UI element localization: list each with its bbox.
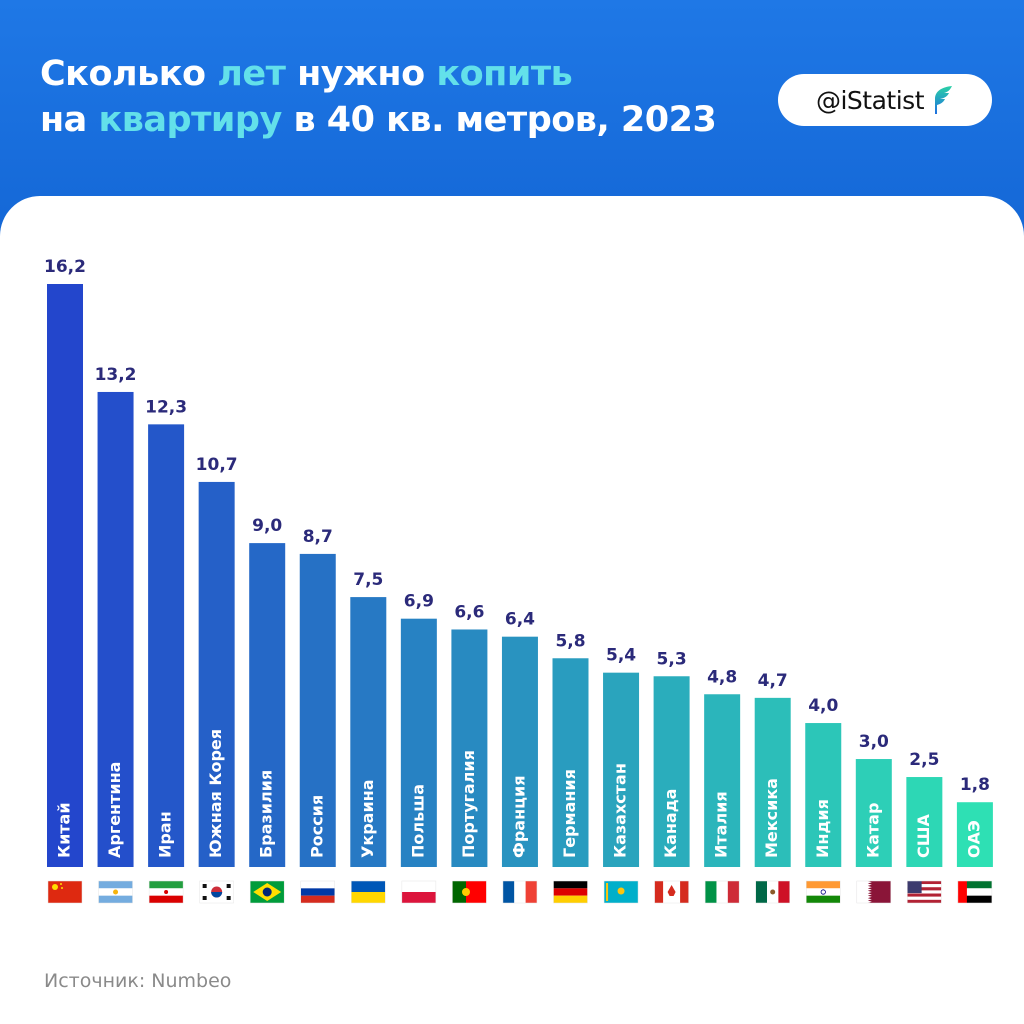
bar — [754, 697, 791, 867]
title-text: Сколько — [40, 54, 218, 94]
value-label: 9,0 — [252, 516, 282, 536]
category-label: Украина — [358, 779, 377, 858]
bar — [653, 676, 690, 867]
brazil-flag-icon — [249, 880, 285, 904]
category-label: Канада — [661, 789, 680, 858]
page-title-line-1: Сколько лет нужно копить — [40, 54, 573, 94]
value-label: 4,7 — [758, 671, 788, 691]
category-label: Иран — [156, 811, 175, 858]
category-label: Катар — [863, 803, 882, 858]
feather-logo-icon — [935, 86, 952, 114]
italy-flag-icon — [704, 880, 740, 904]
bar — [451, 629, 488, 867]
value-label: 4,8 — [707, 667, 737, 687]
bar — [97, 391, 134, 867]
bar — [299, 553, 336, 867]
qatar-flag-icon — [856, 880, 892, 904]
category-label: Бразилия — [257, 770, 276, 858]
value-label: 6,6 — [454, 602, 484, 622]
bar — [805, 723, 842, 867]
title-highlight: лет — [217, 54, 286, 94]
value-label: 4,0 — [808, 696, 838, 716]
value-label: 5,4 — [606, 646, 636, 666]
brand-handle: @iStatist — [815, 85, 925, 115]
ukraine-flag-icon — [351, 880, 386, 904]
germany-flag-icon — [553, 880, 588, 904]
category-label: Россия — [307, 795, 326, 858]
bar — [148, 424, 185, 867]
bar — [906, 777, 943, 867]
value-label: 6,4 — [505, 610, 535, 630]
portugal-flag-icon — [452, 880, 487, 904]
china-flag-icon — [47, 880, 83, 904]
bar — [198, 481, 235, 867]
title-highlight: копить — [436, 54, 573, 94]
bar — [400, 618, 437, 867]
mexico-flag-icon — [755, 880, 790, 904]
canada-flag-icon — [654, 880, 689, 904]
page-title-line-2: на квартиру в 40 кв. метров, 2023 — [40, 100, 717, 140]
category-label: Казахстан — [611, 763, 630, 858]
category-label: Мексика — [762, 778, 781, 858]
value-label: 7,5 — [353, 570, 383, 590]
category-label: Аргентина — [105, 762, 124, 858]
argentina-flag-icon — [98, 880, 133, 904]
value-label: 5,8 — [555, 631, 585, 651]
usa-flag-icon — [907, 880, 942, 904]
value-label: 12,3 — [145, 397, 187, 417]
category-label: Германия — [560, 769, 579, 858]
value-label: 2,5 — [909, 750, 939, 770]
title-text: на — [40, 100, 99, 140]
title-text: в 40 кв. метров, 2023 — [281, 100, 717, 140]
russia-flag-icon — [300, 880, 335, 904]
value-label: 13,2 — [95, 365, 137, 385]
bar — [350, 597, 387, 867]
poland-flag-icon — [401, 880, 437, 904]
value-label: 5,3 — [657, 649, 687, 669]
value-label: 6,9 — [404, 592, 434, 612]
category-label: Южная Корея — [206, 729, 225, 858]
south-korea-flag-icon — [199, 880, 234, 904]
value-label: 10,7 — [196, 455, 238, 475]
france-flag-icon — [502, 880, 538, 904]
title-highlight: квартиру — [98, 100, 283, 140]
category-label: США — [914, 813, 933, 858]
bar — [956, 802, 993, 867]
kazakhstan-flag-icon — [603, 880, 639, 904]
bar — [704, 694, 741, 867]
source-note: Источник: Numbeo — [44, 970, 232, 992]
bar — [249, 543, 286, 867]
bar — [501, 636, 538, 867]
category-label: Индия — [813, 799, 832, 858]
brand-badge[interactable]: @iStatist — [778, 74, 992, 126]
bar — [552, 658, 589, 867]
category-label: Италия — [712, 791, 731, 858]
category-label: Португалия — [459, 750, 478, 858]
value-label: 8,7 — [303, 527, 333, 547]
bar — [603, 672, 640, 867]
value-label: 3,0 — [859, 732, 889, 752]
title-text: нужно — [285, 54, 437, 94]
category-label: Польша — [408, 784, 427, 858]
category-label: ОАЭ — [964, 820, 983, 858]
value-label: 16,2 — [44, 257, 86, 277]
category-label: Франция — [509, 775, 528, 858]
value-label: 1,8 — [960, 775, 990, 795]
uae-flag-icon — [957, 880, 993, 904]
iran-flag-icon — [148, 880, 184, 904]
bar — [855, 759, 892, 867]
india-flag-icon — [806, 880, 841, 904]
category-label: Китай — [55, 802, 74, 858]
bar — [47, 284, 83, 867]
